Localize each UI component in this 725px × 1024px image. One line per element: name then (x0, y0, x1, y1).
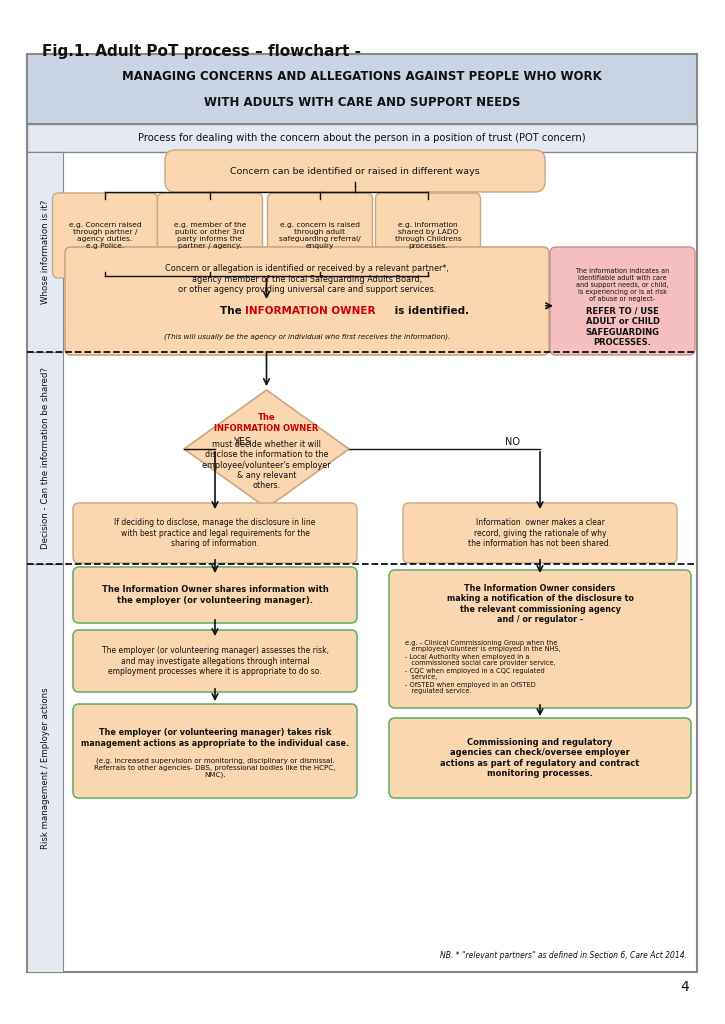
FancyBboxPatch shape (52, 193, 157, 278)
Text: e.g. Concern raised
through partner /
agency duties.
e.g Police.: e.g. Concern raised through partner / ag… (69, 222, 141, 249)
FancyBboxPatch shape (27, 124, 697, 152)
Text: The Information Owner considers
making a notification of the disclosure to
the r: The Information Owner considers making a… (447, 584, 634, 624)
FancyBboxPatch shape (73, 630, 357, 692)
Text: MANAGING CONCERNS AND ALLEGATIONS AGAINST PEOPLE WHO WORK: MANAGING CONCERNS AND ALLEGATIONS AGAINS… (122, 70, 602, 83)
FancyBboxPatch shape (376, 193, 481, 278)
Text: The information indicates an
identifiable adult with care
and support needs, or : The information indicates an identifiabl… (576, 268, 670, 302)
Text: If deciding to disclose, manage the disclosure in line
with best practice and le: If deciding to disclose, manage the disc… (115, 518, 315, 548)
Text: The: The (220, 306, 245, 316)
Text: NO: NO (505, 437, 520, 447)
Text: Decision - Can the information be shared?: Decision - Can the information be shared… (41, 367, 49, 549)
Text: (e.g. increased supervision or monitoring, disciplinary or dismissal.
Referrals : (e.g. increased supervision or monitorin… (94, 758, 336, 778)
FancyBboxPatch shape (73, 705, 357, 798)
Text: Process for dealing with the concern about the person in a position of trust (PO: Process for dealing with the concern abo… (138, 133, 586, 143)
FancyBboxPatch shape (268, 193, 373, 278)
Text: e.g. concern is raised
through adult
safeguarding referral/
enquiry: e.g. concern is raised through adult saf… (279, 222, 361, 249)
FancyBboxPatch shape (65, 247, 549, 355)
Text: Concern or allegation is identified or received by a relevant partner*,
agency m: Concern or allegation is identified or r… (165, 264, 449, 294)
Text: The employer (or volunteering manager) takes risk
management actions as appropri: The employer (or volunteering manager) t… (81, 728, 349, 748)
FancyBboxPatch shape (165, 150, 545, 193)
Text: YES: YES (233, 437, 251, 447)
FancyBboxPatch shape (27, 54, 697, 972)
Text: Information  owner makes a clear
record, giving the rationale of why
the informa: Information owner makes a clear record, … (468, 518, 611, 548)
Text: (This will usually be the agency or individual who first receives the informatio: (This will usually be the agency or indi… (164, 334, 450, 340)
FancyBboxPatch shape (27, 54, 697, 124)
Text: REFER TO / USE
ADULT or CHILD
SAFEGUARDING
PROCESSES.: REFER TO / USE ADULT or CHILD SAFEGUARDI… (586, 307, 660, 347)
FancyBboxPatch shape (157, 193, 262, 278)
Text: The employer (or volunteering manager) assesses the risk,
and may investigate al: The employer (or volunteering manager) a… (102, 646, 328, 676)
Text: The
INFORMATION OWNER: The INFORMATION OWNER (215, 414, 319, 433)
FancyBboxPatch shape (389, 718, 691, 798)
Text: must decide whether it will
disclose the information to the
employee/volunteer's: must decide whether it will disclose the… (202, 439, 331, 490)
Text: is identified.: is identified. (391, 306, 469, 316)
Text: e.g. member of the
public or other 3rd
party informs the
partner / agency.: e.g. member of the public or other 3rd p… (174, 222, 247, 249)
Text: e.g. information
shared by LADO
through Childrens
processes.: e.g. information shared by LADO through … (394, 222, 461, 249)
Text: Risk management / Employer actions: Risk management / Employer actions (41, 687, 49, 849)
Text: Fig.1. Adult PoT process – flowchart -: Fig.1. Adult PoT process – flowchart - (42, 44, 361, 59)
Text: 4: 4 (680, 980, 689, 994)
FancyBboxPatch shape (27, 564, 63, 972)
Text: Commissioning and regulatory
agencies can check/oversee employer
actions as part: Commissioning and regulatory agencies ca… (440, 738, 639, 778)
FancyBboxPatch shape (73, 503, 357, 563)
Text: INFORMATION OWNER: INFORMATION OWNER (245, 306, 376, 316)
FancyBboxPatch shape (73, 567, 357, 623)
Text: Whose information is it?: Whose information is it? (41, 200, 49, 304)
FancyBboxPatch shape (27, 152, 63, 352)
Text: NB. * "relevant partners" as defined in Section 6, Care Act 2014.: NB. * "relevant partners" as defined in … (440, 951, 687, 961)
FancyBboxPatch shape (550, 247, 695, 355)
Text: WITH ADULTS WITH CARE AND SUPPORT NEEDS: WITH ADULTS WITH CARE AND SUPPORT NEEDS (204, 95, 520, 109)
FancyBboxPatch shape (27, 352, 63, 564)
Text: e.g. - Clinical Commissioning Group when the
   employee/volunteer is employed i: e.g. - Clinical Commissioning Group when… (405, 640, 560, 694)
FancyBboxPatch shape (389, 570, 691, 708)
Polygon shape (184, 390, 349, 508)
FancyBboxPatch shape (403, 503, 677, 563)
Text: Concern can be identified or raised in different ways: Concern can be identified or raised in d… (230, 167, 480, 175)
Text: The Information Owner shares information with
the employer (or volunteering mana: The Information Owner shares information… (102, 586, 328, 605)
